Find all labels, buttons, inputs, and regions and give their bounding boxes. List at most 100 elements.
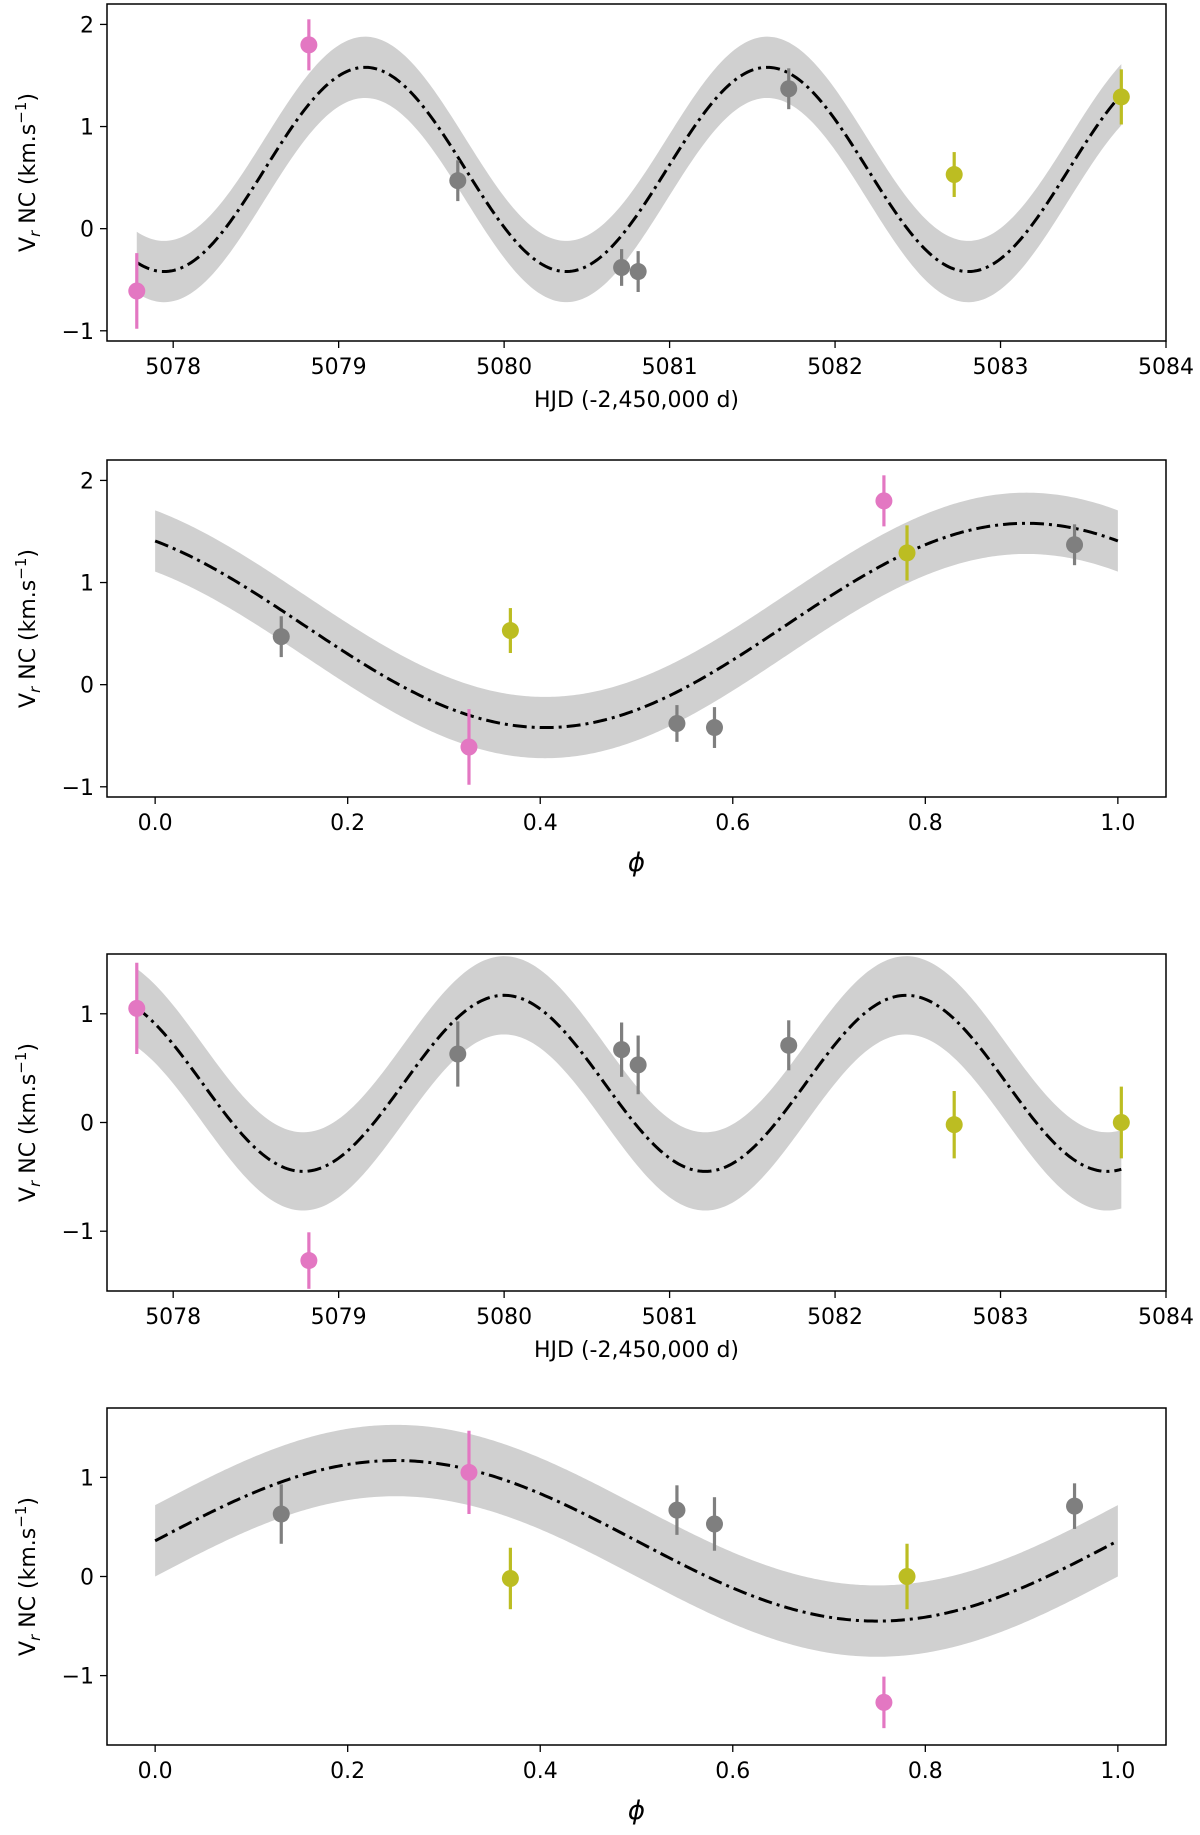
panel-top: 5078 5079 5080 5081 5082 5083 5084 −1 0 1 2 HJD (-2… (12, 3, 1194, 413)
x-tick-label: 0.2 (330, 1759, 365, 1784)
data-point-gray (668, 1501, 686, 1519)
data-point-pink (460, 738, 478, 756)
x-tick-label: 0.8 (908, 1759, 943, 1784)
y-label-end: ) (16, 93, 41, 102)
y-tick-label: 0 (80, 218, 94, 243)
y-label-subscript: r (26, 230, 44, 237)
data-point-olive (501, 1569, 519, 1587)
data-point-gray (629, 263, 647, 281)
data-point-pink (875, 1693, 893, 1711)
data-point-olive (1112, 1114, 1130, 1131)
plot-area (128, 19, 1130, 329)
axes-frame (106, 3, 1167, 342)
data-point-pink (875, 492, 893, 510)
data-point-pink (300, 36, 318, 54)
x-tick-label: 1.0 (1100, 811, 1135, 836)
y-label-end: ) (16, 1497, 41, 1506)
model-curve (154, 521, 1119, 730)
y-tick-label: −1 (62, 1220, 94, 1245)
axes-frame (106, 459, 1167, 798)
y-label-middle: NC (km.s (16, 1528, 41, 1635)
y-tick-label: −1 (62, 320, 94, 345)
model-uncertainty-band (155, 1424, 1118, 1657)
data-point-gray (1066, 1497, 1084, 1515)
x-axis-label: ϕ (628, 1796, 645, 1826)
y-tick-label: 1 (80, 1003, 94, 1028)
model-curve (135, 993, 1122, 1173)
x-tick-label: 5078 (145, 355, 201, 380)
x-tick-label: 5079 (311, 1305, 367, 1330)
x-tick-label: 5079 (311, 355, 367, 380)
y-tick-label: 1 (80, 572, 94, 597)
model-curve (154, 1459, 1119, 1623)
y-tick-label: −1 (62, 1665, 94, 1690)
y-label-subscript: r (26, 1634, 44, 1641)
x-tick-label: 5081 (642, 355, 698, 380)
y-tick-label: 0 (80, 1566, 94, 1591)
panel-third: 5078 5079 5080 5081 5082 5083 5084 −1 0 1 HJD (-2,… (12, 953, 1194, 1363)
y-label-superscript: −1 (12, 1506, 30, 1528)
data-point-gray (613, 258, 631, 276)
x-tick-label: 5080 (476, 1305, 532, 1330)
data-point-pink (128, 282, 146, 300)
y-label-main: V (16, 237, 41, 252)
y-label-end: ) (16, 549, 41, 558)
data-point-olive (945, 166, 963, 184)
x-tick-label: 0.4 (523, 811, 558, 836)
data-point-gray (449, 1045, 467, 1063)
x-tick-label: 0.0 (138, 1759, 173, 1784)
data-point-gray (780, 80, 798, 98)
x-tick-label: 0.8 (908, 811, 943, 836)
x-tick-label: 0.4 (523, 1759, 558, 1784)
y-tick-label: −1 (62, 776, 94, 801)
y-label-superscript: −1 (12, 1052, 30, 1074)
y-axis-label: Vr NC (km.s−1) (12, 1043, 44, 1202)
y-tick-label: 1 (80, 1466, 94, 1491)
y-tick-label: 2 (80, 469, 94, 494)
x-tick-label: 0.6 (715, 1759, 750, 1784)
data-point-gray (272, 1505, 290, 1523)
x-tick-label: 5082 (807, 355, 863, 380)
data-point-gray (1066, 536, 1084, 554)
y-label-end: ) (16, 1043, 41, 1052)
y-axis-label: Vr NC (km.s−1) (12, 1497, 44, 1656)
x-axis-label: ϕ (628, 848, 645, 878)
data-point-gray (449, 172, 467, 190)
data-point-gray (629, 1056, 647, 1074)
data-point-pink (128, 999, 146, 1017)
model-uncertainty-band (136, 36, 1122, 303)
y-label-middle: NC (km.s (16, 124, 41, 231)
y-axis-label: Vr NC (km.s−1) (12, 93, 44, 252)
x-axis-label: HJD (-2,450,000 d) (534, 1338, 739, 1363)
data-point-gray (613, 1041, 631, 1059)
data-point-olive (501, 622, 519, 640)
data-point-olive (945, 1116, 963, 1134)
x-tick-label: 5082 (807, 1305, 863, 1330)
y-label-main: V (16, 693, 41, 708)
x-tick-label: 5083 (973, 1305, 1029, 1330)
x-tick-label: 5081 (642, 1305, 698, 1330)
x-tick-label: 5080 (476, 355, 532, 380)
x-tick-label: 0.0 (138, 811, 173, 836)
x-axis-label: HJD (-2,450,000 d) (534, 388, 739, 413)
y-label-main: V (16, 1641, 41, 1656)
y-label-superscript: −1 (12, 102, 30, 124)
data-point-olive (898, 1568, 916, 1585)
data-point-gray (705, 719, 723, 737)
model-uncertainty-band (136, 956, 1122, 1211)
x-tick-label: 5083 (973, 355, 1029, 380)
y-label-main: V (16, 1187, 41, 1202)
plot-area (154, 475, 1119, 785)
plot-area (154, 1424, 1119, 1729)
y-tick-label: 0 (80, 674, 94, 699)
data-point-gray (272, 628, 290, 646)
data-point-gray (780, 1036, 798, 1054)
y-label-superscript: −1 (12, 558, 30, 580)
y-tick-label: 0 (80, 1112, 94, 1137)
data-point-olive (898, 544, 916, 562)
x-tick-label: 1.0 (1100, 1759, 1135, 1784)
data-point-gray (668, 714, 686, 732)
